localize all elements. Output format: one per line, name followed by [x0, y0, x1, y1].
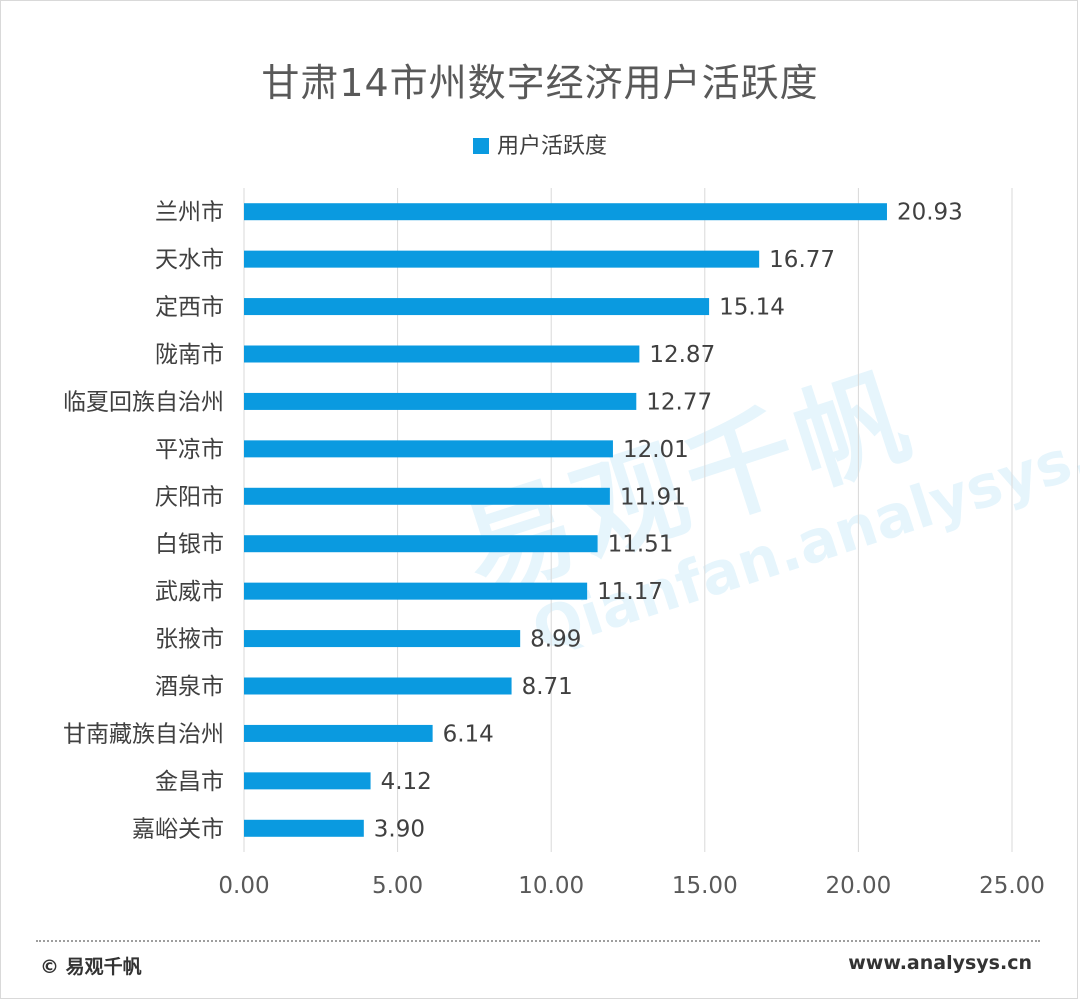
category-label: 甘南藏族自治州: [63, 721, 224, 747]
data-label: 8.71: [522, 674, 573, 700]
bar: [244, 345, 640, 363]
footer-url: www.analysys.cn: [848, 952, 1032, 974]
category-label: 庆阳市: [155, 484, 224, 510]
category-label: 张掖市: [155, 627, 224, 653]
bar: [244, 535, 598, 553]
data-label: 12.87: [649, 342, 715, 368]
data-label: 11.91: [620, 484, 686, 510]
data-label: 3.90: [374, 816, 425, 842]
bar: [244, 440, 613, 458]
data-label: 12.77: [646, 389, 712, 415]
category-label: 白银市: [155, 532, 224, 558]
x-tick-label: 5.00: [372, 873, 423, 899]
chart-legend: 用户活跃度: [0, 128, 1080, 160]
data-label: 4.12: [381, 769, 432, 795]
category-label: 临夏回族自治州: [63, 389, 224, 415]
bar: [244, 630, 521, 648]
bar: [244, 392, 637, 410]
bar: [244, 298, 710, 316]
chart-title: 甘肃14市州数字经济用户活跃度: [261, 61, 819, 105]
bar: [244, 582, 588, 600]
footer-copyright: © 易观千帆: [40, 956, 142, 978]
bar: [244, 724, 433, 742]
category-label: 天水市: [155, 247, 224, 273]
category-label: 嘉峪关市: [132, 816, 224, 842]
data-label: 20.93: [897, 200, 963, 226]
category-label: 武威市: [155, 579, 224, 605]
data-label: 6.14: [443, 721, 494, 747]
footer-divider: [36, 940, 1040, 942]
bar: [244, 772, 371, 790]
data-label: 16.77: [769, 247, 835, 273]
data-label: 8.99: [530, 627, 581, 653]
x-tick-label: 10.00: [518, 873, 584, 899]
bar: [244, 819, 364, 837]
x-tick-label: 0.00: [218, 873, 269, 899]
x-tick-label: 15.00: [672, 873, 738, 899]
bar: [244, 487, 610, 505]
bar: [244, 250, 760, 268]
legend-label: 用户活跃度: [496, 134, 607, 159]
data-label: 11.17: [597, 579, 663, 605]
category-label: 金昌市: [155, 769, 224, 795]
category-label: 陇南市: [155, 342, 224, 368]
legend-swatch: [472, 138, 489, 154]
bar: [244, 677, 512, 695]
category-label: 兰州市: [155, 200, 224, 226]
data-label: 11.51: [608, 532, 674, 558]
bar: [244, 203, 887, 221]
category-label: 酒泉市: [155, 674, 224, 700]
category-label: 定西市: [155, 295, 224, 321]
category-label: 平凉市: [155, 437, 224, 463]
x-tick-label: 20.00: [825, 873, 891, 899]
x-tick-label: 25.00: [979, 873, 1045, 899]
data-label: 15.14: [719, 295, 785, 321]
data-label: 12.01: [623, 437, 689, 463]
